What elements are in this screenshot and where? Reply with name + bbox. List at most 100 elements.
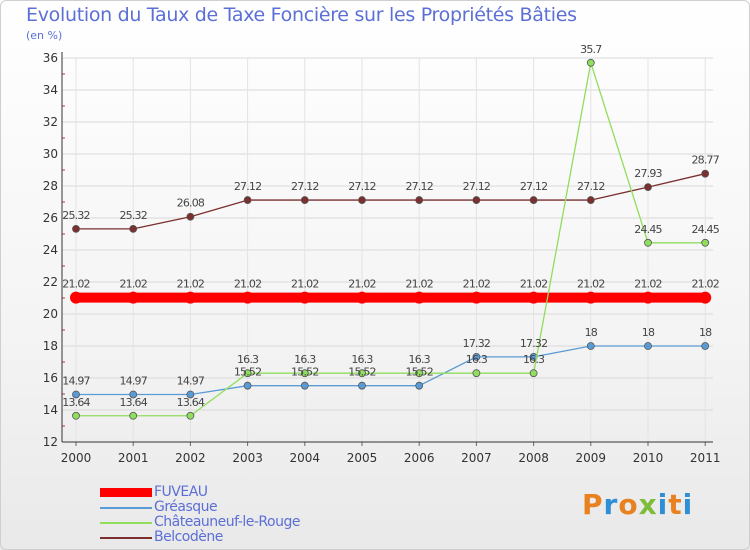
data-point [184,291,197,304]
data-point [472,369,481,378]
data-point [586,342,595,350]
data-point [699,291,712,304]
x-tick-label: 2005 [347,451,378,465]
data-label: 27.93 [634,167,662,180]
data-point [129,390,138,399]
legend-item: Gréasque [100,500,300,515]
data-point [72,411,80,420]
y-tick-label: 34 [43,83,58,97]
data-label: 21.02 [291,278,319,291]
legend-item: Châteauneuf-le-Rouge [100,515,300,530]
legend-swatch [100,506,152,509]
data-point [358,381,366,390]
data-label: 15.52 [405,366,433,379]
legend-label: Gréasque [154,499,218,515]
data-label: 14.97 [119,374,147,387]
data-label: 26.08 [177,197,205,210]
legend-label: Châteauneuf-le-Rouge [154,514,300,530]
data-label: 16.3 [237,353,259,366]
data-label: 21.02 [62,278,90,291]
data-label: 24.45 [634,223,662,236]
data-point [300,196,309,204]
data-point [243,369,252,378]
data-label: 24.45 [691,223,719,236]
data-point [642,291,654,304]
data-point [472,196,481,204]
data-point [72,224,80,233]
axes: 12 14 16 18 20 22 24 26 28 30 32 34 36 2000 2001 2002 20… [43,51,721,465]
data-point [70,291,82,304]
data-point [527,291,540,304]
chart-title: Evolution du Taux de Taxe Foncière sur l… [26,4,577,26]
y-axis-unit: (en %) [26,29,63,42]
x-tick-label: 2003 [232,451,263,465]
data-point [644,238,652,247]
data-label: 35.7 [580,43,602,56]
data-label: 28.77 [691,154,719,167]
data-label: 21.02 [348,278,376,291]
data-label: 18 [642,326,655,339]
data-point [644,342,652,350]
data-labels-layer: 21.02 21.02 21.02 21.02 21.02 21.02 21.02 21.02… [62,43,720,409]
grid [62,57,713,443]
data-label: 17.32 [520,337,548,350]
x-tick-label: 2009 [576,451,607,465]
data-point [701,238,710,247]
data-point [470,291,483,304]
data-label: 18 [585,326,598,339]
x-tick-label: 2002 [175,451,206,465]
data-point [529,369,538,378]
data-point [127,291,140,304]
data-point [186,390,195,399]
y-tick-label: 24 [43,243,58,257]
x-tick-label: 2006 [404,451,435,465]
logo-letter: o [618,488,639,521]
proxiti-logo: Proxiti [582,488,693,521]
logo-letter: P [582,488,604,521]
data-label: 21.02 [405,278,433,291]
x-tick-label: 2000 [61,451,92,465]
data-label: 27.12 [463,180,491,193]
data-point [300,381,309,390]
data-point [584,291,597,304]
data-label: 25.32 [62,209,90,222]
y-tick-label: 28 [43,179,58,193]
data-point [472,352,481,361]
y-tick-label: 22 [43,275,58,289]
logo-letter: i [682,488,694,521]
data-label: 25.32 [119,209,147,222]
legend-swatch [100,488,152,497]
data-label: 13.64 [177,396,205,409]
x-tick-label: 2008 [518,451,549,465]
series-layer [70,58,712,420]
data-point [243,381,252,390]
data-label: 17.32 [463,337,491,350]
x-tick-label: 2001 [118,451,149,465]
y-tick-label: 36 [43,51,58,65]
data-label: 21.02 [634,278,662,291]
data-label: 16.3 [409,353,431,366]
data-point [358,369,366,378]
y-tick-label: 12 [43,435,58,449]
legend-label: FUVEAU [154,484,208,500]
y-tick-label: 20 [43,307,58,321]
data-point [415,381,424,390]
y-tick-label: 30 [43,147,58,161]
legend-item: Belcodène [100,530,300,545]
data-point [415,196,424,204]
data-point [356,291,368,304]
data-point [243,196,252,204]
logo-letter: i [657,488,669,521]
x-tick-label: 2011 [690,451,721,465]
data-label: 21.02 [520,278,548,291]
data-label: 27.12 [348,180,376,193]
data-point [298,291,311,304]
data-label: 21.02 [177,278,205,291]
data-point [586,196,595,204]
data-point [72,390,80,399]
legend-label: Belcodène [154,529,223,545]
y-tick-label: 14 [43,403,58,417]
legend-swatch [100,521,152,524]
series-line-2 [75,62,706,417]
data-point [644,183,652,192]
